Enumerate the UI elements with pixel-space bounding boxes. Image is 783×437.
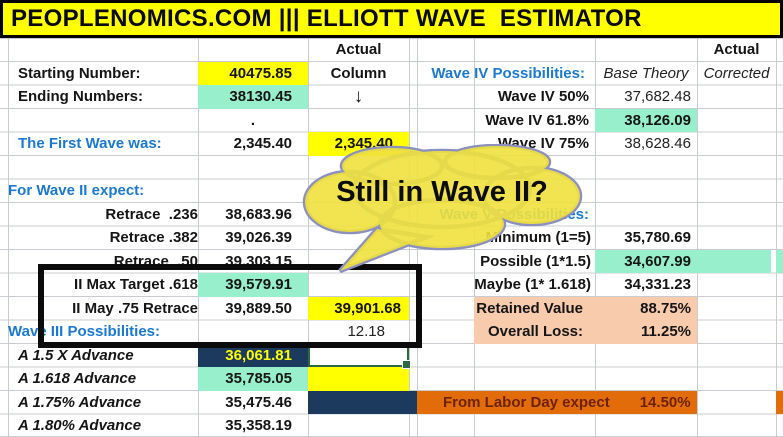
wave4-50-label[interactable]: Wave IV 50%	[497, 88, 589, 106]
title-bar[interactable]: PEOPLENOMICS.COM ||| ELLIOTT WAVE ESTIMA…	[0, 0, 783, 38]
wave3-possibilities-header[interactable]: Wave III Possibilities:	[8, 323, 160, 341]
overall-loss-value[interactable]: 11.25%	[595, 320, 697, 344]
retained-value-value[interactable]: 88.75%	[595, 296, 697, 320]
worksheet-grid: Actual Actual Starting Number: 40475.85 …	[0, 38, 783, 437]
may-75-retrace-actual[interactable]: 39,901.68	[308, 296, 409, 320]
retained-value-label[interactable]: Retained Value	[474, 296, 595, 320]
advance-180-label[interactable]: A 1.80% Advance	[18, 417, 142, 435]
labor-day-banner[interactable]: From Labor Day expect 14.50%	[417, 390, 697, 414]
wave5-minimum-label[interactable]: Minimum (1=5)	[485, 229, 591, 247]
advance-180-value[interactable]: 35,358.19	[225, 417, 292, 435]
fill-handle[interactable]	[402, 360, 411, 369]
dot-cell[interactable]: .	[250, 111, 256, 129]
labor-day-banner-value: 14.50%	[639, 393, 691, 411]
advance-1618-value[interactable]: 35,785.05	[198, 367, 308, 391]
wave4-75-value[interactable]: 38,628.46	[624, 135, 691, 153]
wave5-minimum-value[interactable]: 35,780.69	[624, 229, 691, 247]
emphasis-rectangle	[38, 264, 422, 348]
advance-1618-label[interactable]: A 1.618 Advance	[18, 370, 137, 388]
wave4-618-label[interactable]: Wave IV 61.8%	[485, 111, 589, 129]
labor-day-banner-label: From Labor Day expect	[443, 393, 610, 411]
advance-175-value[interactable]: 35,475.46	[225, 393, 292, 411]
wave5-maybe-label[interactable]: Maybe (1* 1.618)	[474, 276, 591, 294]
callout-cloud	[302, 144, 583, 274]
header-corrected[interactable]: Corrected	[703, 64, 770, 82]
header-actual-left[interactable]: Actual	[335, 41, 382, 59]
retrace-236-label[interactable]: Retrace .236	[105, 205, 198, 223]
down-arrow-icon: ↓	[353, 86, 364, 108]
wave2-expect-header[interactable]: For Wave II expect:	[8, 182, 145, 200]
advance-15x-value[interactable]: 36,061.81	[198, 343, 308, 367]
wave4-50-value[interactable]: 37,682.48	[624, 88, 691, 106]
orange-cell-sliver[interactable]	[776, 390, 783, 414]
wave5-possible-label[interactable]: Possible (1*1.5)	[480, 252, 591, 270]
retrace-236-value[interactable]: 38,683.96	[225, 205, 292, 223]
wave4-618-value[interactable]: 38,126.09	[595, 108, 697, 132]
header-actual-right[interactable]: Actual	[713, 41, 760, 59]
wave3-actual-diff[interactable]: 12.18	[347, 323, 385, 341]
max-target-618-label[interactable]: II Max Target .618	[74, 276, 198, 294]
advance-175-label[interactable]: A 1.75% Advance	[18, 393, 142, 411]
first-wave-value[interactable]: 2,345.40	[233, 135, 292, 153]
navy-empty-cell[interactable]	[308, 390, 417, 414]
possible-highlight-sliver[interactable]	[776, 249, 783, 273]
header-column[interactable]: Column	[330, 64, 387, 82]
overall-loss-label[interactable]: Overall Loss:	[474, 320, 595, 344]
header-base-theory[interactable]: Base Theory	[603, 64, 689, 82]
ending-numbers-label[interactable]: Ending Numbers:	[18, 88, 144, 106]
callout-text: Still in Wave II?	[336, 175, 548, 208]
first-wave-label[interactable]: The First Wave was:	[18, 135, 162, 153]
starting-number-value[interactable]: 40475.85	[198, 61, 308, 85]
possible-highlight-band[interactable]	[595, 249, 771, 273]
retrace-382-value[interactable]: 39,026.39	[225, 229, 292, 247]
starting-number-label[interactable]: Starting Number:	[18, 64, 141, 82]
page-title: PEOPLENOMICS.COM ||| ELLIOTT WAVE ESTIMA…	[11, 5, 642, 32]
may-75-retrace-value[interactable]: 39,889.50	[225, 299, 292, 317]
wave5-maybe-value[interactable]: 34,331.23	[624, 276, 691, 294]
retrace-382-label[interactable]: Retrace .382	[109, 229, 198, 247]
wave5-possible-value[interactable]: 34,607.99	[624, 252, 691, 270]
may-75-retrace-label[interactable]: II May .75 Retrace	[72, 299, 198, 317]
ending-numbers-value[interactable]: 38130.45	[198, 85, 308, 109]
max-target-618-value[interactable]: 39,579.91	[198, 273, 308, 297]
wave4-possibilities-header[interactable]: Wave IV Possibilities:	[431, 64, 585, 82]
yellow-empty-cell[interactable]	[308, 367, 409, 391]
advance-15x-label[interactable]: A 1.5 X Advance	[18, 346, 134, 364]
